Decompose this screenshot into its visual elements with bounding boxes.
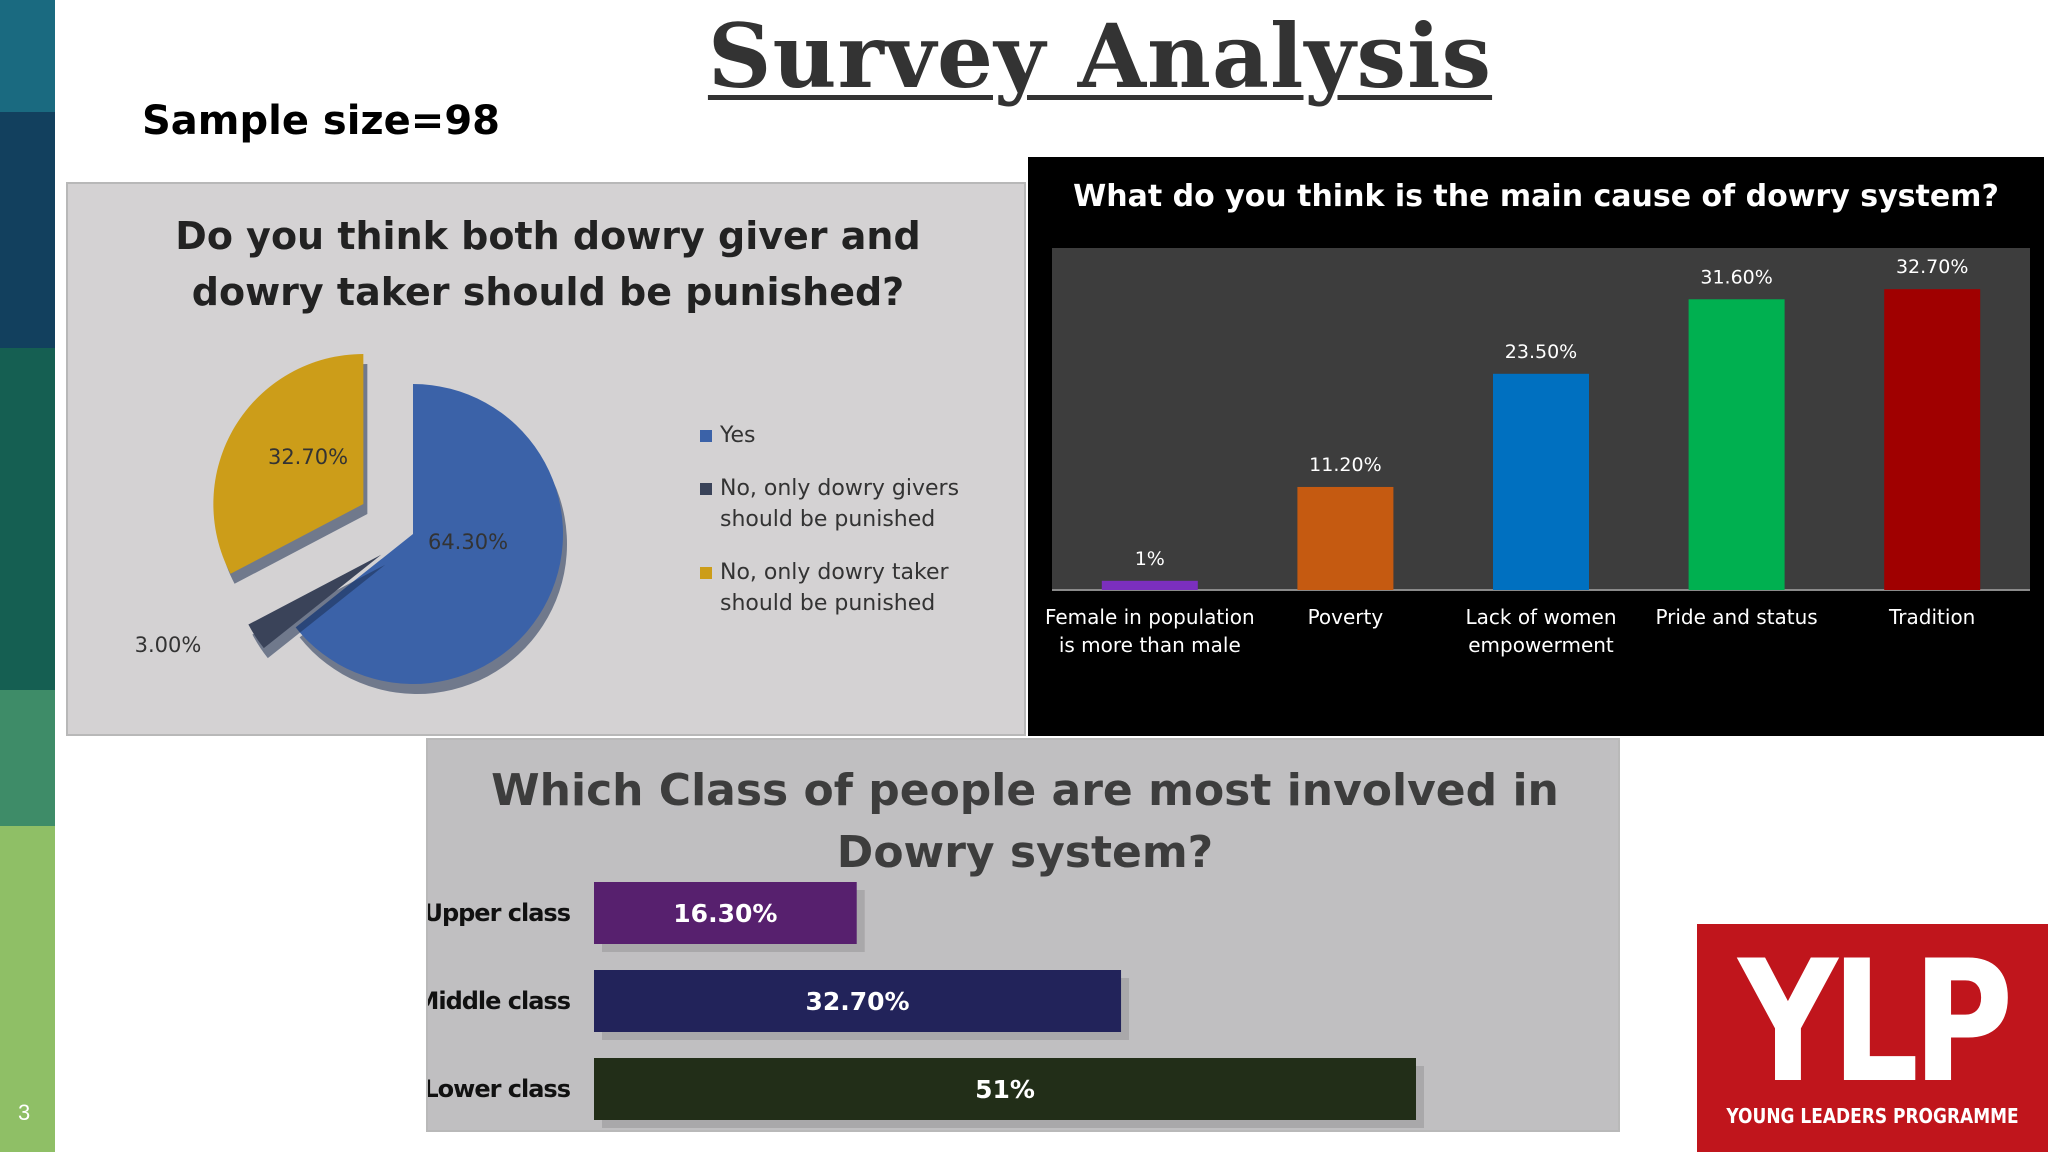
pie-data-label: 32.70%	[268, 445, 348, 469]
sidebar-strip: 3	[0, 0, 55, 1152]
bar-tradition	[1884, 289, 1981, 590]
class-bar-chart: 16.30% Upper class 32.70% Middle class 51% Lo…	[428, 882, 1424, 1128]
pie-chart: 64.30% 3.00% 32.70%	[135, 354, 567, 694]
hbar-chart-title: Which Class of people are most involved …	[491, 765, 1559, 878]
y-tick-label: Middle class	[428, 987, 571, 1015]
bar-female-in-population-is-more-than-male	[1101, 580, 1198, 590]
pie-slice-no-only-dowry-taker-should-be-punished	[213, 354, 368, 584]
sidebar-block-2	[0, 112, 55, 348]
bar-poverty	[1297, 486, 1394, 590]
bar-data-label: 1%	[1135, 548, 1165, 570]
pie-data-label: 64.30%	[428, 530, 508, 554]
slide-number: 3	[18, 1100, 31, 1125]
legend-item-yes: Yes	[700, 420, 1020, 451]
logo-text: YLP	[1738, 924, 2013, 1120]
x-tick-label: Pride and status	[1655, 605, 1817, 629]
bar-data-label: 31.60%	[1700, 266, 1772, 288]
x-tick-label: Poverty	[1308, 605, 1384, 629]
legend-label: No, only dowry givers should be punished	[720, 476, 960, 532]
cause-bar-chart-panel: What do you think is the main cause of d…	[1028, 157, 2044, 736]
legend-swatch	[700, 483, 712, 495]
bar-data-label: 11.20%	[1309, 454, 1381, 476]
bar-data-label: 32.70%	[1896, 256, 1968, 278]
bar-data-label: 23.50%	[1505, 341, 1577, 363]
y-tick-label: Upper class	[428, 899, 571, 927]
pie-chart-panel: Do you think both dowry giver and dowry …	[66, 182, 1026, 736]
sidebar-block-4	[0, 690, 55, 826]
class-bar-chart-panel: Which Class of people are most involved …	[426, 738, 1620, 1132]
pie-chart-title: Do you think both dowry giver and dowry …	[175, 214, 921, 314]
pie-slice-yes	[295, 384, 567, 694]
sample-size-label: Sample size=98	[142, 98, 500, 144]
cause-bar-chart: 1% Female in population is more than male 1…	[1045, 248, 2030, 657]
bar-lack-of-women-empowerment	[1493, 373, 1589, 590]
legend-swatch	[700, 430, 712, 442]
y-tick-label: Lower class	[428, 1075, 571, 1103]
pie-data-label: 3.00%	[135, 633, 202, 657]
x-tick-label: Tradition	[1888, 605, 1975, 629]
legend-swatch	[700, 567, 712, 579]
hbar-data-label: 16.30%	[673, 899, 777, 928]
hbar-data-label: 51%	[975, 1075, 1035, 1104]
sidebar-block-3	[0, 348, 55, 690]
page-title: Survey Analysis	[707, 4, 1493, 108]
pie-legend: Yes No, only dowry givers should be punis…	[700, 420, 1020, 641]
hbar-lower-class	[594, 1058, 1416, 1120]
legend-label: Yes	[720, 423, 756, 448]
legend-label: No, only dowry taker should be punished	[720, 560, 949, 616]
hbar-middle-class	[594, 970, 1122, 1032]
x-tick-label: Female in population is more than male	[1045, 605, 1255, 657]
bar-chart-title: What do you think is the main cause of d…	[1073, 179, 1999, 214]
ylp-logo: YLP YOUNG LEADERS PROGRAMME	[1697, 924, 2048, 1152]
hbar-data-label: 32.70%	[805, 987, 909, 1016]
sidebar-block-1	[0, 0, 55, 112]
hbar-upper-class	[594, 882, 857, 944]
legend-item-no-only-dowry-givers-should-be-punished: No, only dowry givers should be punished	[700, 473, 1020, 535]
logo-subtext: YOUNG LEADERS PROGRAMME	[1726, 1104, 2019, 1128]
pie-slice-no-only-dowry-givers-should-be-punished	[248, 554, 386, 659]
x-tick-label: Lack of women empowerment	[1465, 605, 1616, 657]
bar-pride-and-status	[1688, 299, 1785, 590]
sidebar-block-5	[0, 826, 55, 1152]
legend-item-no-only-dowry-taker-should-be-punished: No, only dowry taker should be punished	[700, 557, 1020, 619]
